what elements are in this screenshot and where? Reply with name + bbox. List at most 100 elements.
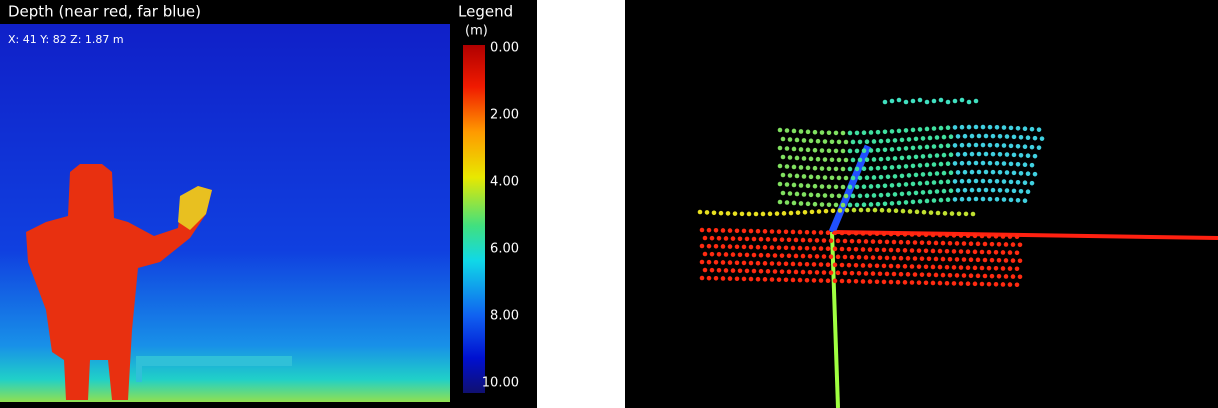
point: [891, 271, 897, 277]
point: [780, 136, 786, 142]
point: [885, 156, 891, 162]
point: [1004, 152, 1010, 157]
point: [783, 245, 789, 251]
point: [924, 99, 930, 105]
point: [815, 192, 821, 198]
point: [781, 211, 787, 216]
point: [959, 160, 965, 166]
point: [849, 238, 855, 244]
point: [914, 209, 920, 215]
point: [882, 147, 888, 153]
point: [1032, 171, 1038, 177]
point: [965, 233, 971, 238]
point: [868, 148, 874, 153]
point: [868, 130, 874, 135]
point: [958, 281, 964, 286]
point: [842, 238, 848, 244]
point: [870, 239, 876, 244]
point: [892, 138, 898, 143]
point: [969, 151, 975, 157]
point: [822, 193, 828, 198]
point: [983, 133, 989, 139]
point: [861, 184, 867, 190]
point: [751, 236, 757, 242]
point: [774, 211, 780, 216]
point: [860, 279, 866, 284]
point: [941, 152, 947, 158]
point: [924, 126, 930, 132]
point: [889, 129, 895, 134]
point: [994, 161, 1000, 166]
point: [906, 155, 912, 160]
point: [779, 269, 785, 274]
point: [891, 239, 897, 245]
point: [777, 199, 783, 205]
point: [860, 231, 866, 236]
point: [702, 251, 708, 257]
point: [896, 146, 902, 152]
point: [864, 139, 870, 145]
point: [926, 240, 932, 246]
point: [933, 272, 939, 278]
point: [780, 172, 786, 178]
point: [758, 236, 764, 242]
point: [808, 156, 814, 162]
point: [861, 166, 867, 172]
point: [798, 201, 804, 206]
point: [769, 261, 775, 266]
point: [912, 240, 918, 245]
point: [910, 181, 916, 187]
point: [797, 229, 803, 235]
point: [956, 211, 962, 217]
point: [846, 278, 852, 284]
point: [800, 237, 806, 243]
point: [828, 254, 834, 259]
point: [973, 160, 979, 166]
point: [944, 248, 950, 254]
point: [727, 228, 733, 233]
point: [1029, 144, 1035, 150]
point: [1014, 282, 1020, 288]
point: [828, 238, 834, 243]
point: [854, 166, 860, 172]
point: [870, 255, 876, 260]
point: [1015, 179, 1021, 185]
point: [895, 279, 901, 285]
point: [924, 198, 930, 204]
point: [952, 179, 958, 184]
point: [772, 269, 778, 274]
point: [1039, 136, 1045, 141]
point: [779, 237, 785, 242]
point: [903, 200, 909, 205]
point: [1004, 134, 1010, 139]
point: [751, 252, 757, 258]
legend-label: 4.00: [490, 175, 519, 190]
point: [997, 134, 1003, 139]
point: [976, 151, 982, 157]
legend-label: 6.00: [490, 242, 519, 257]
point: [836, 193, 842, 199]
point: [917, 145, 923, 150]
bench-leg: [136, 366, 142, 382]
point: [840, 202, 846, 208]
point-cloud-panel: [625, 0, 1218, 408]
point: [812, 165, 818, 171]
point: [844, 207, 850, 213]
point: [812, 129, 818, 135]
point: [776, 261, 782, 266]
point: [949, 211, 955, 216]
point: [990, 169, 996, 175]
point: [872, 207, 878, 213]
point: [889, 201, 895, 206]
point: [709, 267, 715, 273]
point: [791, 128, 797, 134]
point: [864, 193, 870, 199]
point: [788, 210, 794, 216]
point: [769, 229, 775, 234]
point: [920, 154, 926, 159]
point: [730, 268, 736, 273]
point: [832, 246, 838, 252]
point: [885, 138, 891, 144]
point: [777, 127, 783, 133]
point: [896, 200, 902, 206]
